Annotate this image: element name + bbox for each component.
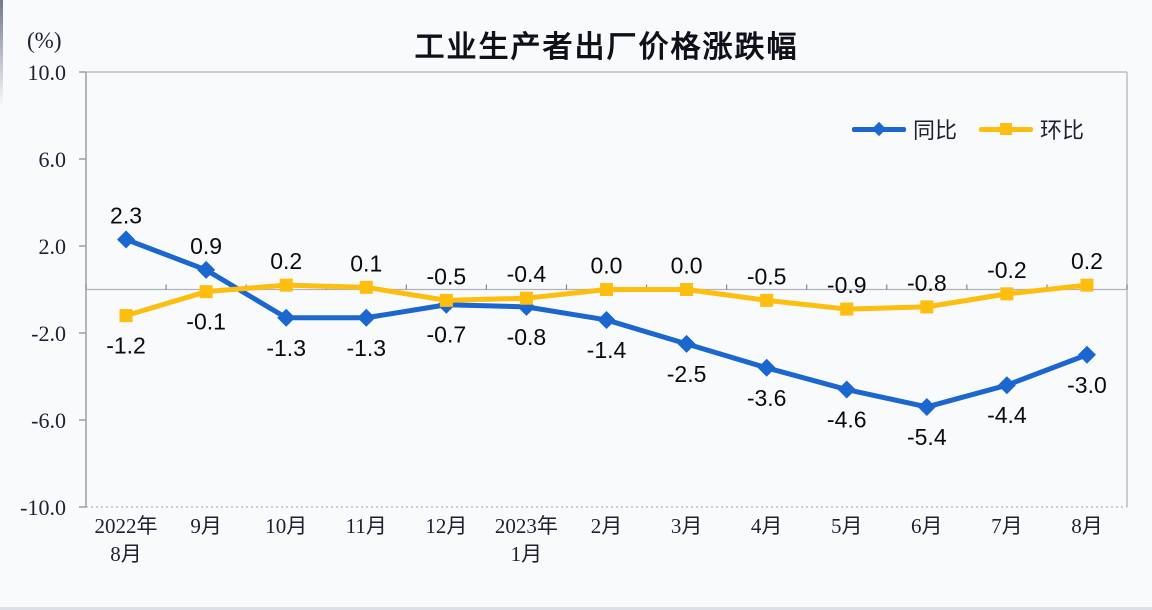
data-label-同比: -4.6: [827, 407, 867, 433]
data-point-square: [760, 293, 774, 307]
y-axis-tick-label: -2.0: [31, 321, 66, 346]
data-point-square: [840, 302, 854, 316]
data-label-环比: -0.1: [186, 309, 226, 335]
x-axis-category-label: 1月: [511, 542, 543, 566]
data-label-环比: -0.5: [427, 263, 467, 289]
data-point-square: [600, 283, 613, 296]
x-axis-category-label: 11月: [346, 514, 387, 538]
data-label-环比: 0.2: [270, 248, 302, 274]
x-axis-category-label: 4月: [751, 514, 783, 538]
data-point-diamond: [597, 310, 616, 329]
x-axis-category-label: 7月: [991, 514, 1023, 538]
x-axis-category-label: 2月: [591, 514, 623, 538]
data-label-同比: -3.0: [1067, 372, 1107, 398]
y-axis-tick-label: 2.0: [39, 234, 67, 259]
data-point-square: [279, 278, 293, 292]
data-point-square: [439, 293, 453, 307]
chart-title: 工业生产者出厂价格涨跌幅: [414, 31, 799, 64]
data-label-环比: -1.2: [106, 333, 146, 359]
data-label-环比: -0.8: [907, 270, 947, 296]
data-label-同比: -1.3: [346, 335, 386, 361]
data-point-square: [199, 285, 213, 299]
chart-legend: 同比 环比: [852, 114, 1084, 144]
data-point-diamond: [997, 376, 1016, 395]
data-point-diamond: [837, 380, 856, 399]
y-axis-tick-label: -6.0: [31, 408, 66, 433]
data-point-square: [1000, 287, 1014, 301]
x-axis-category-label: 2023年: [495, 514, 558, 538]
yoy-line-swatch: [852, 121, 906, 137]
data-label-环比: 0.0: [591, 253, 623, 279]
x-axis-category-label: 8月: [1071, 514, 1103, 538]
data-label-同比: -1.3: [266, 335, 306, 361]
mom-line-swatch: [979, 123, 1034, 135]
data-point-diamond: [917, 397, 936, 416]
data-label-同比: -0.7: [427, 322, 467, 348]
data-label-环比: -0.5: [747, 263, 787, 289]
data-point-diamond: [677, 334, 696, 353]
diamond-marker-icon: [871, 121, 887, 137]
square-marker-icon: [1000, 123, 1013, 135]
x-axis-category-label: 5月: [831, 514, 863, 538]
data-point-diamond: [1077, 345, 1096, 364]
data-label-同比: -5.4: [907, 424, 947, 450]
data-label-同比: 2.3: [110, 202, 142, 228]
data-label-环比: -0.2: [987, 257, 1027, 283]
x-axis-category-label: 9月: [190, 514, 222, 538]
data-point-square: [920, 300, 934, 314]
data-label-环比: 0.2: [1071, 248, 1103, 274]
data-point-diamond: [197, 260, 216, 279]
x-axis-category-label: 6月: [911, 514, 943, 538]
data-label-环比: 0.1: [350, 250, 382, 276]
data-label-环比: -0.4: [507, 261, 547, 287]
data-label-环比: -0.9: [827, 272, 867, 298]
x-axis-category-label: 3月: [671, 514, 703, 538]
data-point-square: [119, 309, 133, 323]
data-point-diamond: [357, 308, 376, 327]
data-point-diamond: [277, 308, 296, 327]
y-axis-tick-label: 6.0: [39, 147, 67, 172]
y-axis-tick-label: -10.0: [20, 495, 66, 520]
x-axis-category-label: 8月: [110, 542, 142, 566]
x-axis-category-label: 2022年: [95, 514, 158, 538]
data-label-同比: -0.8: [507, 324, 547, 350]
screen-edge-artifact-bottom: [0, 607, 1152, 610]
data-point-square: [680, 283, 694, 296]
data-point-square: [519, 291, 533, 305]
data-point-diamond: [757, 358, 776, 377]
data-point-diamond: [117, 230, 136, 249]
y-axis-tick-label: 10.0: [28, 60, 67, 85]
screen-edge-artifact-left: [0, 0, 3, 115]
data-label-环比: 0.0: [671, 253, 703, 279]
data-label-同比: -4.4: [987, 402, 1027, 428]
x-axis-category-label: 10月: [265, 514, 307, 538]
data-point-square: [359, 280, 373, 294]
data-label-同比: -1.4: [587, 337, 627, 363]
data-point-square: [1080, 278, 1094, 292]
legend-label-mom: 环比: [1040, 118, 1085, 143]
data-label-同比: -3.6: [747, 385, 787, 411]
legend-item-mom: 环比: [979, 113, 1084, 145]
legend-label-yoy: 同比: [913, 118, 958, 143]
data-label-同比: 0.9: [190, 233, 222, 259]
data-label-同比: -2.5: [667, 361, 707, 387]
y-axis-unit-label: (%): [27, 28, 62, 53]
x-axis-category-label: 12月: [425, 514, 467, 538]
legend-item-yoy: 同比: [852, 113, 957, 145]
